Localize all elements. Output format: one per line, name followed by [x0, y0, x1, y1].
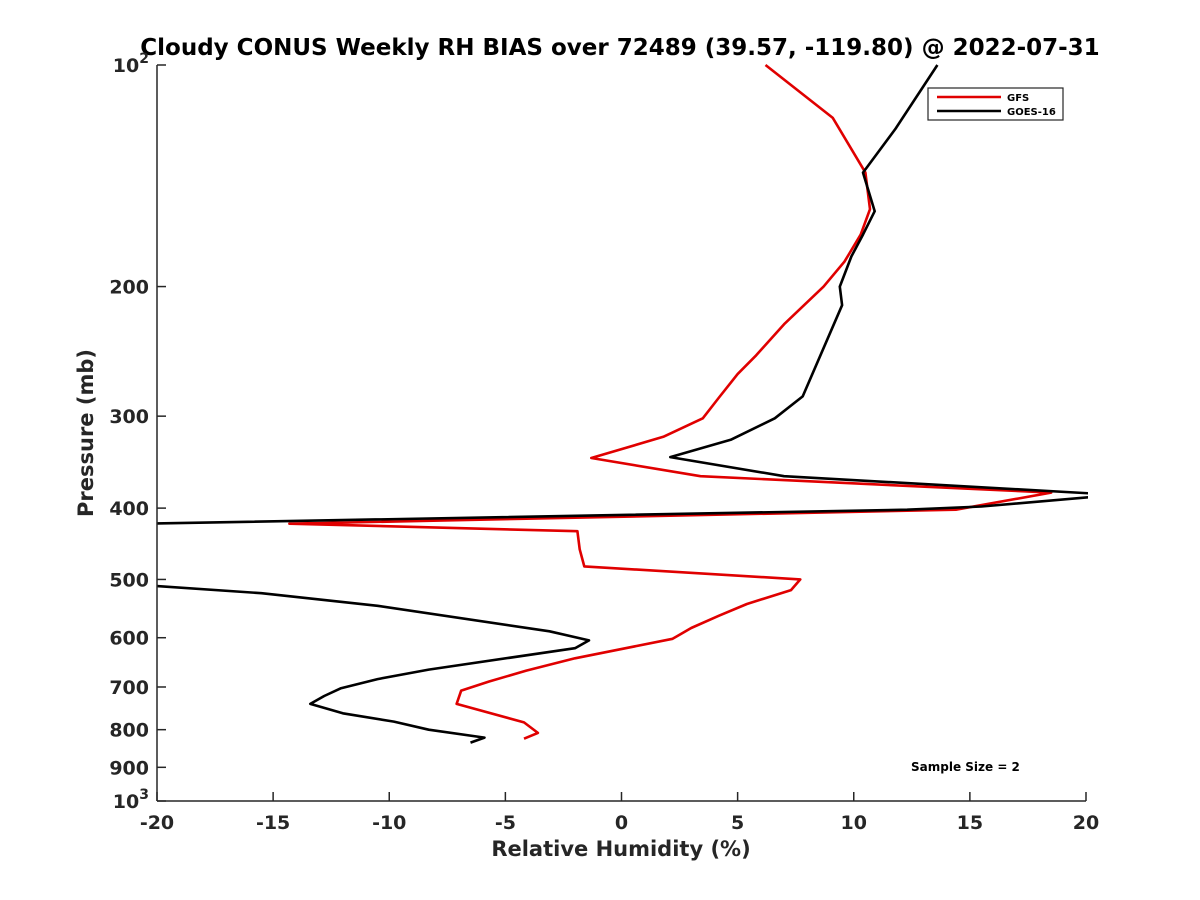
y-axis-label: Pressure (mb)	[74, 349, 98, 517]
x-tick-label: 0	[615, 812, 628, 834]
x-ticks: -20 -15 -10 -5 0 5 10 15 20	[140, 792, 1099, 834]
y-tick-label: 500	[109, 569, 149, 591]
y-tick-label: 600	[109, 628, 149, 650]
x-tick-label: 15	[957, 812, 983, 834]
y-tick-label: 400	[109, 498, 149, 520]
x-axis-label: Relative Humidity (%)	[491, 837, 750, 861]
x-tick-label: 10	[841, 812, 867, 834]
series-line-gfs	[288, 63, 1053, 740]
legend: GFS GOES-16	[927, 87, 1064, 121]
y-tick-label: 900	[109, 757, 149, 779]
y-tick-label: 103	[113, 787, 149, 813]
y-tick-label: 300	[109, 406, 149, 428]
legend-box	[927, 87, 1064, 121]
sample-size-annotation: Sample Size = 2	[911, 760, 1020, 774]
y-ticks: 102 200 300 400 500 600 700 800 900 103	[109, 51, 166, 813]
x-tick-label: -5	[495, 812, 516, 834]
x-tick-label: -20	[140, 812, 174, 834]
legend-label-goes-16: GOES-16	[1007, 107, 1056, 118]
chart-title: Cloudy CONUS Weekly RH BIAS over 72489 (…	[140, 35, 1099, 61]
y-tick-label: 700	[109, 677, 149, 699]
y-tick-label: 800	[109, 720, 149, 742]
y-tick-label: 102	[113, 51, 149, 77]
x-tick-label: 5	[731, 812, 744, 834]
axes	[156, 65, 1086, 802]
x-tick-label: -15	[256, 812, 290, 834]
x-tick-label: 20	[1073, 812, 1099, 834]
x-tick-label: -10	[372, 812, 406, 834]
series-layer	[157, 63, 1088, 744]
series-line-goes-16	[157, 64, 1088, 744]
y-tick-label: 200	[109, 277, 149, 299]
legend-label-gfs: GFS	[1007, 93, 1029, 104]
